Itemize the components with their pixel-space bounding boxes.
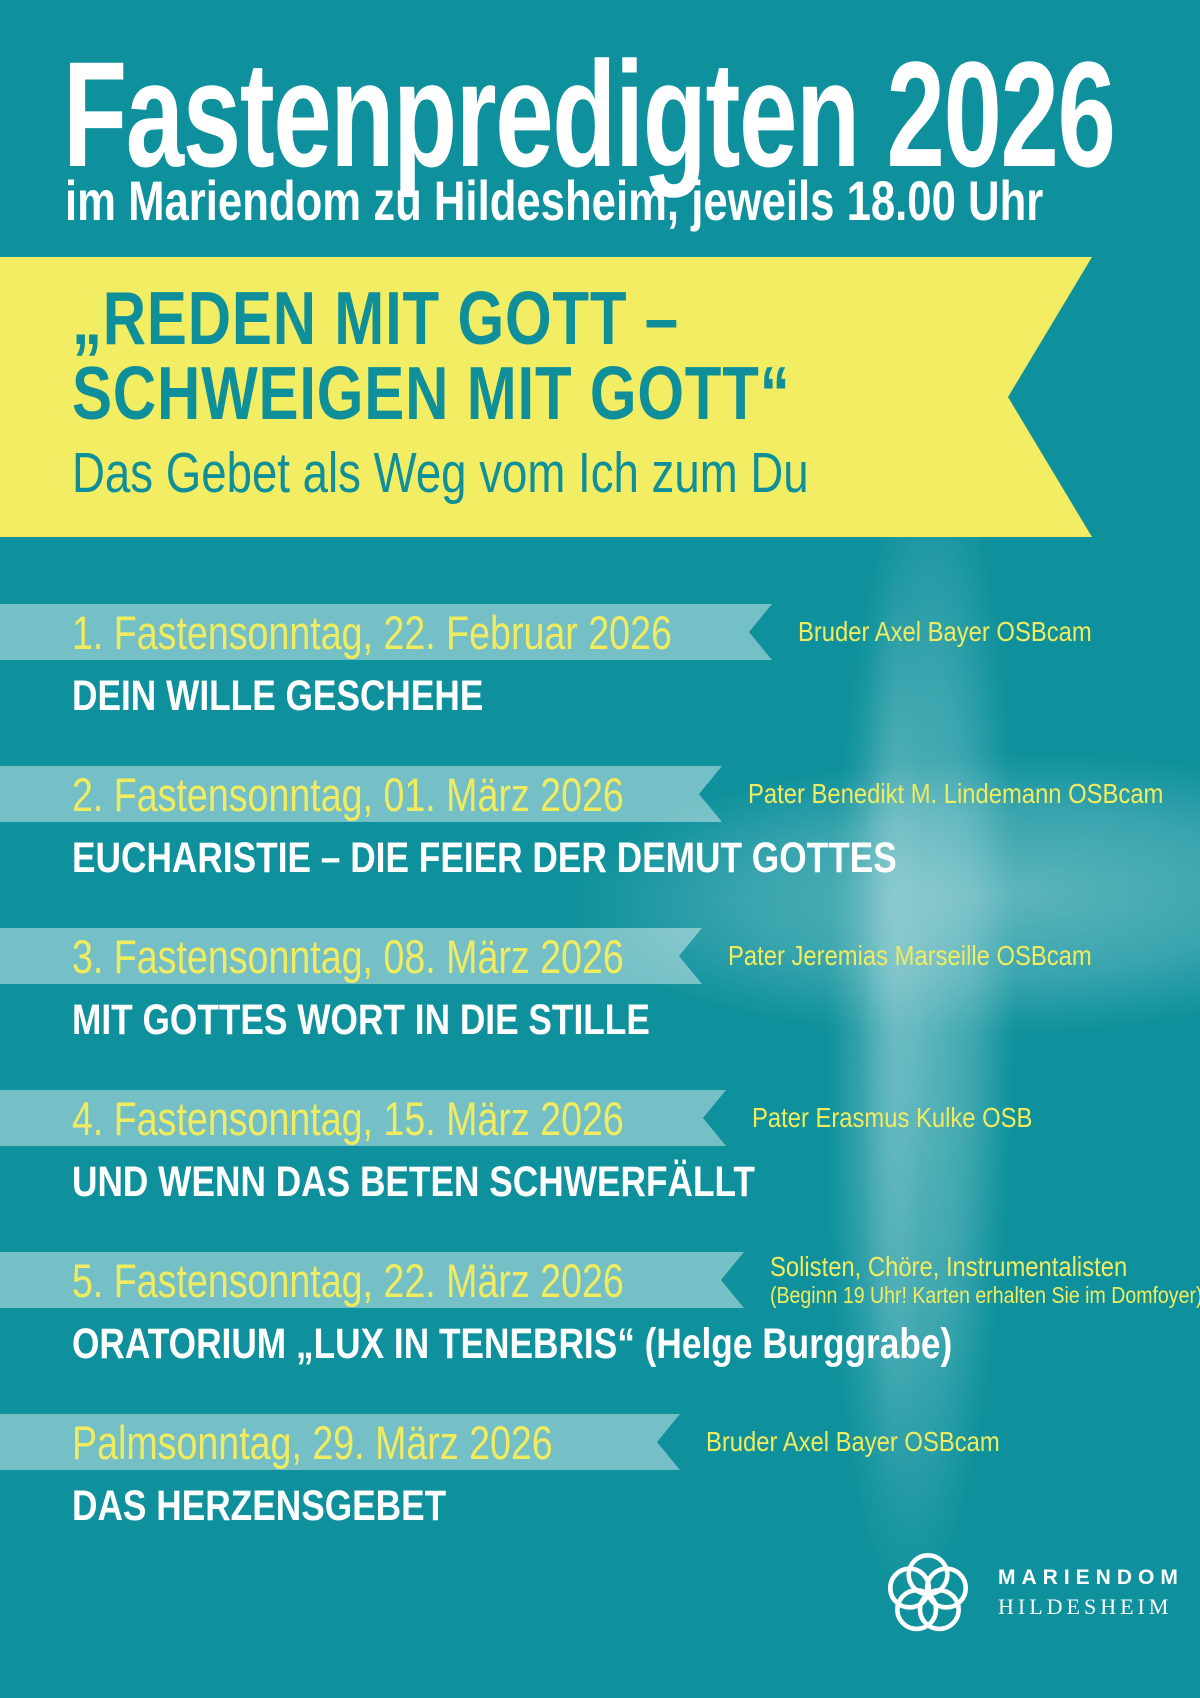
event-row: 2. Fastensonntag, 01. März 2026 Pater Be…: [0, 766, 1200, 822]
date-ribbon: 5. Fastensonntag, 22. März 2026: [0, 1252, 744, 1308]
speaker-name-text: Solisten, Chöre, Instrumentalisten: [770, 1251, 1128, 1282]
event-sermon-title-text: EUCHARISTIE – DIE FEIER DER DEMUT GOTTES: [72, 834, 897, 882]
logo-wordmark: MARIENDOM HILDESHEIM: [998, 1566, 1184, 1619]
poster-title-text: Fastenpredigten 2026: [63, 30, 1116, 198]
event-date-text: 3. Fastensonntag, 08. März 2026: [72, 929, 624, 983]
event-sermon-title-text: MIT GOTTES WORT IN DIE STILLE: [72, 996, 650, 1044]
speaker-name-text: Pater Jeremias Marseille OSBcam: [728, 940, 1092, 971]
poster-subtitle: im Mariendom zu Hildesheim, jeweils 18.0…: [65, 168, 1200, 233]
event-date-text: Palmsonntag, 29. März 2026: [72, 1415, 553, 1469]
date-ribbon: 3. Fastensonntag, 08. März 2026: [0, 928, 702, 984]
event-date: 3. Fastensonntag, 08. März 2026: [72, 929, 762, 984]
event-sermon-title: UND WENN DAS BETEN SCHWERFÄLLT: [72, 1158, 905, 1207]
speaker-name: Pater Erasmus Kulke OSB: [752, 1103, 1082, 1133]
cross-watermark-brush-streak: [858, 520, 928, 1540]
event-row: 3. Fastensonntag, 08. März 2026 Pater Je…: [0, 928, 1200, 984]
speaker-note-text: (Beginn 19 Uhr! Karten erhalten Sie im D…: [770, 1282, 1200, 1308]
theme-line-2: SCHWEIGEN MIT GOTT“: [72, 356, 1092, 431]
event-speaker: Pater Erasmus Kulke OSB: [752, 1103, 1082, 1133]
event-row: Palmsonntag, 29. März 2026 Bruder Axel B…: [0, 1414, 1200, 1470]
event-date-text: 2. Fastensonntag, 01. März 2026: [72, 767, 624, 821]
event-speaker: Bruder Axel Bayer OSBcam: [798, 617, 1143, 647]
event-sermon-title: ORATORIUM „LUX IN TENEBRIS“ (Helge Burgg…: [72, 1320, 1145, 1369]
theme-line-1-text: „REDEN MIT GOTT –: [72, 276, 679, 360]
speaker-name-text: Bruder Axel Bayer OSBcam: [798, 616, 1092, 647]
event-sermon-title: EUCHARISTIE – DIE FEIER DER DEMUT GOTTES: [72, 834, 1078, 883]
event-sermon-title-text: ORATORIUM „LUX IN TENEBRIS“ (Helge Burgg…: [72, 1320, 953, 1368]
speaker-name: Pater Benedikt M. Lindemann OSBcam: [748, 779, 1200, 809]
theme-line-2-text: SCHWEIGEN MIT GOTT“: [72, 351, 791, 435]
speaker-name: Pater Jeremias Marseille OSBcam: [728, 941, 1156, 971]
event-sermon-title: MIT GOTTES WORT IN DIE STILLE: [72, 996, 777, 1045]
event-speaker: Bruder Axel Bayer OSBcam: [706, 1427, 1051, 1457]
event-sermon-title-text: DAS HERZENSGEBET: [72, 1482, 447, 1530]
event-speaker: Solisten, Chöre, Instrumentalisten (Begi…: [770, 1252, 1200, 1309]
speaker-name-text: Pater Erasmus Kulke OSB: [752, 1102, 1033, 1133]
event-date: 1. Fastensonntag, 22. Februar 2026: [72, 605, 822, 660]
event-date-text: 1. Fastensonntag, 22. Februar 2026: [72, 605, 672, 659]
event-speaker: Pater Jeremias Marseille OSBcam: [728, 941, 1156, 971]
speaker-name: Solisten, Chöre, Instrumentalisten: [770, 1252, 1200, 1282]
theme-line-1: „REDEN MIT GOTT –: [72, 281, 1092, 356]
logo-line-hildesheim: HILDESHEIM: [998, 1594, 1173, 1619]
speaker-name: Bruder Axel Bayer OSBcam: [706, 1427, 1051, 1457]
event-row: 4. Fastensonntag, 15. März 2026 Pater Er…: [0, 1090, 1200, 1146]
event-speaker: Pater Benedikt M. Lindemann OSBcam: [748, 779, 1200, 809]
mariendom-rosette-icon: [887, 1553, 969, 1632]
logo-line-mariendom: MARIENDOM: [998, 1566, 1184, 1589]
event-sermon-title-text: DEIN WILLE GESCHEHE: [72, 672, 484, 720]
theme-line-3-text: Das Gebet als Weg vom Ich zum Du: [72, 441, 809, 505]
date-ribbon: Palmsonntag, 29. März 2026: [0, 1414, 680, 1470]
speaker-name-text: Bruder Axel Bayer OSBcam: [706, 1426, 1000, 1457]
event-date: 5. Fastensonntag, 22. März 2026: [72, 1253, 762, 1308]
event-date-text: 5. Fastensonntag, 22. März 2026: [72, 1253, 624, 1307]
event-row: 1. Fastensonntag, 22. Februar 2026 Brude…: [0, 604, 1200, 660]
poster-subtitle-text: im Mariendom zu Hildesheim, jeweils 18.0…: [65, 169, 1044, 232]
date-ribbon: 2. Fastensonntag, 01. März 2026: [0, 766, 722, 822]
event-row: 5. Fastensonntag, 22. März 2026 Solisten…: [0, 1252, 1200, 1308]
speaker-note: (Beginn 19 Uhr! Karten erhalten Sie im D…: [770, 1282, 1200, 1308]
event-date: 2. Fastensonntag, 01. März 2026: [72, 767, 762, 822]
theme-line-3: Das Gebet als Weg vom Ich zum Du: [72, 443, 1092, 503]
event-sermon-title: DAS HERZENSGEBET: [72, 1482, 528, 1531]
theme-banner: „REDEN MIT GOTT – SCHWEIGEN MIT GOTT“ Da…: [0, 257, 1092, 537]
speaker-name: Bruder Axel Bayer OSBcam: [798, 617, 1143, 647]
event-date: Palmsonntag, 29. März 2026: [72, 1415, 673, 1470]
date-ribbon: 4. Fastensonntag, 15. März 2026: [0, 1090, 726, 1146]
date-ribbon: 1. Fastensonntag, 22. Februar 2026: [0, 604, 772, 660]
event-date-text: 4. Fastensonntag, 15. März 2026: [72, 1091, 624, 1145]
event-sermon-title-text: UND WENN DAS BETEN SCHWERFÄLLT: [72, 1158, 755, 1206]
event-date: 4. Fastensonntag, 15. März 2026: [72, 1091, 762, 1146]
speaker-name-text: Pater Benedikt M. Lindemann OSBcam: [748, 778, 1164, 809]
event-sermon-title: DEIN WILLE GESCHEHE: [72, 672, 574, 721]
poster-title: Fastenpredigten 2026: [63, 30, 1200, 198]
